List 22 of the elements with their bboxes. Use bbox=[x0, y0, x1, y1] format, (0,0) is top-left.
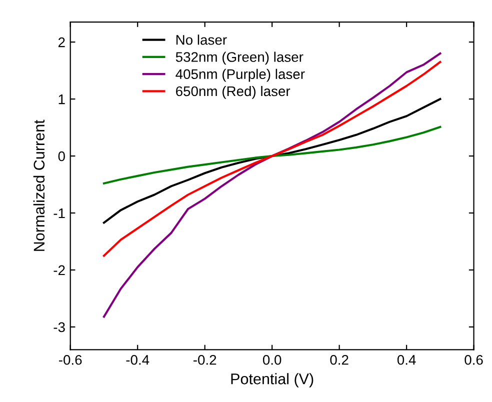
y-tick-label: 2 bbox=[58, 37, 65, 48]
x-tick-label: 0.2 bbox=[330, 354, 348, 365]
y-tick-label: 1 bbox=[58, 94, 65, 104]
x-tick-label: -0.2 bbox=[193, 354, 216, 365]
y-tick-label: -1 bbox=[54, 208, 65, 218]
x-tick-label: -0.4 bbox=[126, 354, 150, 365]
y-tick-label: -3 bbox=[54, 322, 65, 332]
x-tick-label: -0.6 bbox=[59, 354, 82, 365]
line-series bbox=[102, 98, 442, 224]
legend-label: No laser bbox=[176, 34, 227, 45]
y-tick-label: -2 bbox=[54, 265, 65, 275]
x-tick-label: 0.4 bbox=[397, 354, 416, 365]
legend-label: 532nm (Green) laser bbox=[176, 52, 304, 65]
legend-label: 650nm (Red) laser bbox=[176, 86, 290, 99]
line-series bbox=[102, 126, 442, 184]
y-axis-title: Normalized Current bbox=[33, 120, 45, 251]
line-series bbox=[102, 52, 442, 318]
legend-label: 405nm (Purple) laser bbox=[176, 68, 305, 82]
y-tick-label: 0 bbox=[58, 151, 65, 162]
x-axis-title: Potential (V) bbox=[231, 373, 314, 388]
x-tick-label: 0.6 bbox=[464, 354, 483, 365]
x-tick-label: 0.0 bbox=[262, 354, 282, 365]
